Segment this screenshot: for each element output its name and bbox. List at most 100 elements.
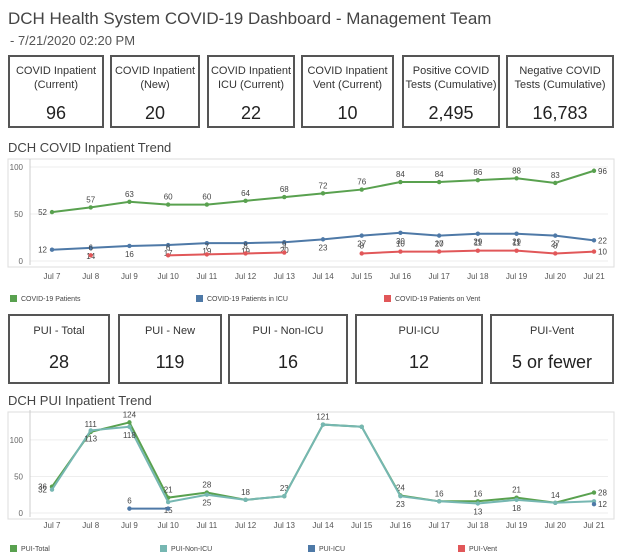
legend-label: COVID-19 Patients on Vent bbox=[395, 296, 480, 303]
pui-non-icu-data-label: 13 bbox=[473, 508, 482, 517]
covid-19-patients-point bbox=[514, 176, 519, 181]
kpi-card-covid-inpatient-icu[interactable]: COVID Inpatient ICU (Current) 22 bbox=[207, 55, 295, 128]
x-tick-label: Jul 12 bbox=[235, 521, 257, 530]
x-tick-label: Jul 10 bbox=[157, 521, 179, 530]
pui-non-icu-point bbox=[243, 497, 248, 503]
x-tick-label: Jul 14 bbox=[312, 521, 334, 530]
covid-19-patients-data-label: 64 bbox=[241, 189, 250, 198]
x-tick-label: Jul 20 bbox=[545, 521, 567, 530]
legend-label: PUI-Non-ICU bbox=[171, 546, 212, 553]
covid-19-patients-on-vent-point bbox=[359, 251, 364, 256]
x-tick-label: Jul 17 bbox=[428, 521, 450, 530]
kpi-card-value: 96 bbox=[45, 103, 67, 123]
pui-non-icu-point bbox=[553, 500, 558, 505]
covid-19-patients-on-vent-point bbox=[475, 248, 481, 253]
covid-inpatient-trend-chart: 0 50 100 Jul 7 Jul 8 Jul 9 Jul 10 Jul 11 Jul 12 J… bbox=[7, 158, 615, 303]
covid-19-patients-in-icu-point bbox=[243, 240, 248, 246]
covid-19-patients-in-icu-point bbox=[127, 243, 132, 249]
kpi-card-covid-inpatient-new[interactable]: COVID Inpatient (New) 20 bbox=[110, 55, 200, 128]
pui-total-data-label: 121 bbox=[316, 413, 330, 422]
x-tick-label: Jul 15 bbox=[351, 521, 373, 530]
kpi-card-label: COVID Inpatient ICU (Current) bbox=[210, 65, 292, 91]
covid-19-patients-point bbox=[88, 205, 93, 210]
covid-trend-title: DCH COVID Inpatient Trend bbox=[8, 140, 172, 155]
kpi-card-value: 20 bbox=[144, 103, 166, 123]
y-tick-label: 50 bbox=[14, 472, 23, 481]
legend-swatch bbox=[196, 295, 203, 302]
covid-19-patients-on-vent-point bbox=[282, 250, 287, 255]
x-tick-label: Jul 14 bbox=[312, 272, 334, 281]
pui-non-icu-point bbox=[49, 487, 55, 492]
legend-swatch bbox=[308, 545, 315, 552]
covid-19-patients-on-vent-point bbox=[165, 253, 171, 258]
pui-trend-title: DCH PUI Inpatient Trend bbox=[8, 393, 152, 408]
pui-card-label: PUI-Vent bbox=[529, 325, 575, 337]
covid-19-patients-point bbox=[320, 191, 326, 196]
x-tick-label: Jul 18 bbox=[467, 521, 489, 530]
pui-non-icu-point bbox=[475, 501, 481, 506]
covid-19-patients-on-vent-data-label: 7 bbox=[205, 242, 210, 251]
covid-19-patients-on-vent-data-label: 6 bbox=[88, 243, 93, 252]
covid-19-patients-on-vent-data-label: 11 bbox=[512, 239, 521, 248]
pui-card-label: PUI-ICU bbox=[398, 325, 440, 337]
pui-total-data-label: 28 bbox=[202, 481, 211, 490]
pui-total-data-label: 18 bbox=[241, 488, 250, 497]
covid-19-patients-in-icu-point bbox=[436, 233, 442, 238]
pui-card-value: 119 bbox=[155, 352, 185, 372]
pui-card-icu[interactable]: PUI-ICU 12 bbox=[355, 314, 483, 384]
pui-card-vent[interactable]: PUI-Vent 5 or fewer bbox=[490, 314, 614, 384]
covid-19-patients-point bbox=[127, 199, 132, 204]
covid-19-patients-in-icu-data-label: 12 bbox=[38, 246, 47, 255]
covid-19-patients-in-icu-point bbox=[282, 240, 287, 245]
kpi-card-value: 2,495 bbox=[428, 103, 474, 123]
covid-19-patients-point bbox=[204, 202, 210, 207]
covid-19-patients-on-vent-data-label: 9 bbox=[282, 241, 287, 250]
pui-total-data-label: 28 bbox=[598, 489, 607, 498]
x-tick-label: Jul 10 bbox=[157, 272, 179, 281]
covid-19-patients-data-label: 86 bbox=[473, 168, 482, 177]
x-tick-label: Jul 13 bbox=[274, 521, 296, 530]
dashboard-timestamp: - 7/21/2020 02:20 PM bbox=[10, 33, 136, 48]
covid-19-patients-in-icu-data-label: 27 bbox=[357, 240, 366, 249]
covid-19-patients-point bbox=[359, 187, 364, 192]
covid-19-patients-on-vent-data-label: 8 bbox=[553, 241, 558, 250]
kpi-card-positive-tests[interactable]: Positive COVID Tests (Cumulative) 2,495 bbox=[402, 55, 500, 128]
x-tick-label: Jul 17 bbox=[428, 272, 450, 281]
dashboard-title: DCH Health System COVID-19 Dashboard - M… bbox=[8, 9, 492, 28]
pui-icu-data-label: 12 bbox=[598, 500, 607, 509]
kpi-card-covid-inpatient-current[interactable]: COVID Inpatient (Current) 96 bbox=[8, 55, 104, 128]
covid-19-patients-on-vent-data-label: 8 bbox=[359, 241, 364, 250]
kpi-card-value: 16,783 bbox=[532, 103, 588, 123]
covid-19-patients-in-icu-data-label: 19 bbox=[202, 247, 211, 256]
pui-non-icu-point bbox=[88, 428, 93, 433]
covid-19-patients-point bbox=[398, 179, 403, 185]
covid-19-patients-on-vent-data-label: 8 bbox=[243, 241, 248, 250]
x-tick-label: Jul 19 bbox=[506, 272, 528, 281]
pui-total-data-label: 21 bbox=[164, 486, 173, 495]
covid-19-patients-data-label: 63 bbox=[125, 190, 134, 199]
pui-total-data-label: 21 bbox=[512, 486, 521, 495]
x-tick-label: Jul 16 bbox=[390, 521, 412, 530]
pui-non-icu-data-label: 32 bbox=[38, 486, 47, 495]
covid-19-patients-in-icu-data-label: 27 bbox=[435, 240, 444, 249]
covid-19-patients-point bbox=[243, 198, 248, 204]
covid-19-patients-data-label: 68 bbox=[280, 185, 289, 194]
pui-card-total[interactable]: PUI - Total 28 bbox=[8, 314, 110, 384]
kpi-card-label: COVID Inpatient Vent (Current) bbox=[307, 65, 388, 91]
covid-19-patients-in-icu-data-label: 30 bbox=[396, 237, 405, 246]
x-tick-label: Jul 9 bbox=[121, 272, 138, 281]
kpi-card-negative-tests[interactable]: Negative COVID Tests (Cumulative) 16,783 bbox=[506, 55, 614, 128]
covid-19-patients-on-vent-data-label: 11 bbox=[474, 239, 483, 248]
kpi-card-covid-inpatient-vent[interactable]: COVID Inpatient Vent (Current) 10 bbox=[301, 55, 394, 128]
kpi-card-value: 10 bbox=[337, 103, 358, 123]
pui-card-new[interactable]: PUI - New 119 bbox=[118, 314, 222, 384]
x-tick-label: Jul 9 bbox=[121, 521, 138, 530]
x-tick-label: Jul 20 bbox=[545, 272, 567, 281]
covid-19-patients-in-icu-point bbox=[320, 237, 326, 242]
pui-card-non-icu[interactable]: PUI - Non-ICU 16 bbox=[228, 314, 348, 384]
legend-label: COVID-19 Patients in ICU bbox=[207, 296, 288, 303]
pui-total-data-label: 14 bbox=[551, 491, 560, 500]
covid-19-patients-point bbox=[165, 202, 171, 207]
pui-non-icu-point bbox=[359, 424, 364, 429]
x-tick-label: Jul 21 bbox=[583, 521, 605, 530]
